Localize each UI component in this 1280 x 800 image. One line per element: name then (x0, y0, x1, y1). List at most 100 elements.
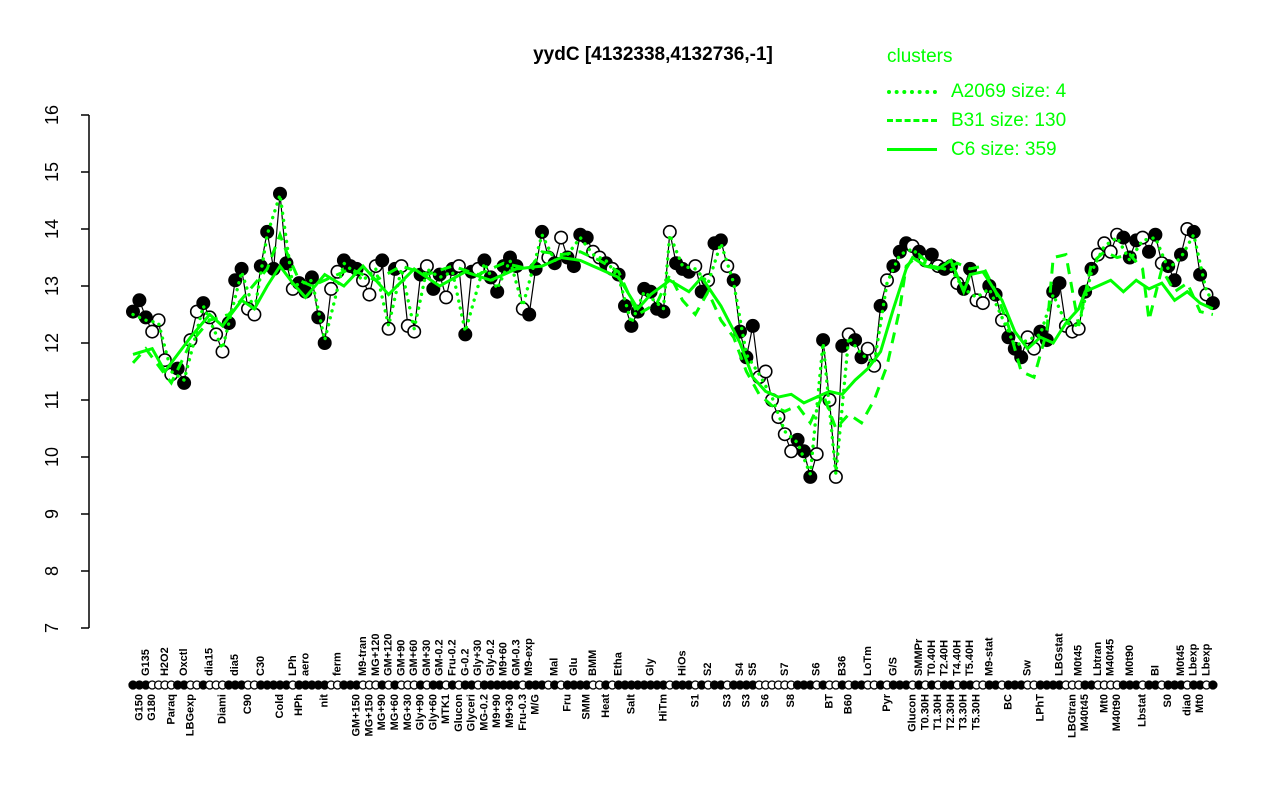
legend-item-a2069: A2069 size: 4 (887, 77, 1066, 106)
data-point-open (439, 290, 454, 305)
cluster-line-a2069 (131, 194, 1215, 475)
x-axis-label: M9-tran (357, 636, 369, 676)
x-axis-label: M9-stat (983, 637, 995, 676)
x-axis-label: Paraq (165, 694, 177, 725)
x-axis-label: B36 (836, 656, 848, 676)
x-axis-label: T5.30H (970, 694, 982, 730)
x-axis-label: Lbexp (1188, 643, 1200, 676)
x-axis-label: T0.40H (926, 640, 938, 676)
x-axis-label: MG+90 (376, 694, 388, 730)
x-axis-label: Gly+60 (427, 694, 439, 730)
x-axis-label: Lbexp (1201, 643, 1213, 676)
x-axis-label: T3.30H (958, 694, 970, 730)
data-point-filled (624, 318, 639, 333)
data-point-filled (1193, 267, 1208, 282)
x-axis-label: G/S (887, 657, 899, 676)
x-axis-label: Glu (568, 658, 580, 676)
x-axis-label: LBGstat (1054, 633, 1066, 676)
x-axis-label: S3 (721, 694, 733, 707)
x-axis-label: S7 (779, 663, 791, 676)
x-axis-label: dia0 (1181, 694, 1193, 716)
data-point-filled (304, 270, 319, 285)
x-axis-label: SMMPr (913, 638, 925, 676)
x-axis-label: S0 (1162, 694, 1174, 707)
data-point-filled (375, 253, 390, 268)
x-axis-label: Lbstat (1137, 694, 1149, 727)
x-axis-label: Gly (645, 657, 657, 676)
data-point-filled (279, 256, 294, 271)
x-axis-label: M9+90 (491, 694, 503, 728)
x-axis-label: B60 (843, 694, 855, 714)
data-point-open (407, 324, 422, 339)
x-axis-label: GM+90 (395, 640, 407, 676)
data-point-filled (196, 296, 211, 311)
x-axis-label: Glyceri (466, 694, 478, 731)
data-point-filled (490, 284, 505, 299)
x-axis-label: Etha (613, 651, 625, 676)
y-axis-tick-label: 11 (42, 391, 62, 410)
data-point-filled (177, 375, 192, 390)
data-point-open (860, 341, 875, 356)
legend-item-label: A2069 size: 4 (951, 80, 1067, 102)
x-axis-label: Fru (562, 694, 574, 712)
data-point-open (381, 321, 396, 336)
x-axis-label: GM+150 (351, 694, 363, 737)
data-point-filled (566, 259, 581, 274)
x-axis-label: Mal (549, 658, 561, 676)
x-axis-label: MG+30 (402, 694, 414, 730)
x-axis-label: LoTm (862, 646, 874, 676)
data-point-open (324, 281, 339, 296)
x-axis-label: Diami (216, 694, 228, 724)
x-axis-label: M9+30 (504, 694, 516, 728)
data-point-open (784, 444, 799, 459)
x-axis-label: S6 (760, 694, 772, 707)
x-axis-label: T2.30H (945, 694, 957, 730)
x-axis-label: G180 (146, 694, 158, 721)
data-point-filled (656, 304, 671, 319)
data-point-filled (522, 307, 537, 322)
y-axis-tick-label: 15 (42, 162, 62, 182)
data-point-open (777, 427, 792, 442)
x-axis-label: GM+60 (408, 640, 420, 676)
x-axis-label: M40t45 (1079, 694, 1091, 731)
x-axis-label: M/G (530, 694, 542, 715)
x-axis-label: nit (319, 694, 331, 708)
x-axis-label: MTK1 (440, 694, 452, 724)
page-title: yydC [4132338,4132736,-1] (533, 44, 773, 65)
x-axis-label: GM+30 (421, 640, 433, 676)
x-axis-label: Mt0 (1194, 694, 1206, 713)
data-point-filled (835, 338, 850, 353)
x-axis-label: MG+60 (389, 694, 401, 730)
x-axis-label: LBGexp (185, 694, 197, 736)
data-point-filled (924, 247, 939, 262)
data-point-filled (1186, 224, 1201, 239)
legend-item-c6: C6 size: 359 (887, 135, 1066, 164)
dotted-line-icon (887, 89, 937, 94)
x-axis-label: HiTm (657, 694, 669, 722)
x-axis-label: LPhT (1034, 694, 1046, 722)
legend-title: clusters (887, 46, 953, 67)
x-axis-label: SMM (581, 694, 593, 720)
x-axis-label: M0t45 (1175, 645, 1187, 676)
x-axis-label: S6 (811, 663, 823, 676)
x-axis-label: M0t45 (1073, 645, 1085, 676)
data-point-open (554, 230, 569, 245)
y-axis-tick-label: 10 (42, 447, 62, 467)
x-axis-label: MG-0.2 (478, 694, 490, 731)
x-axis-label: T1.30H (932, 694, 944, 730)
cluster-line-c6 (132, 255, 1214, 405)
x-axis-label: HiOs (677, 650, 689, 676)
x-axis-label: S3 (740, 694, 752, 707)
data-point-filled (790, 432, 805, 447)
x-axis-label: T4.40H (951, 640, 963, 676)
x-axis-label: BT (824, 694, 836, 709)
x-axis-label: T0.30H (919, 694, 931, 730)
x-axis-label: dia5 (229, 654, 241, 676)
x-axis-label: H2O2 (159, 647, 171, 676)
data-point-open (828, 469, 843, 484)
data-point-filled (803, 469, 818, 484)
x-axis-label: GM-0.2 (434, 639, 446, 676)
data-point-open (145, 324, 160, 339)
